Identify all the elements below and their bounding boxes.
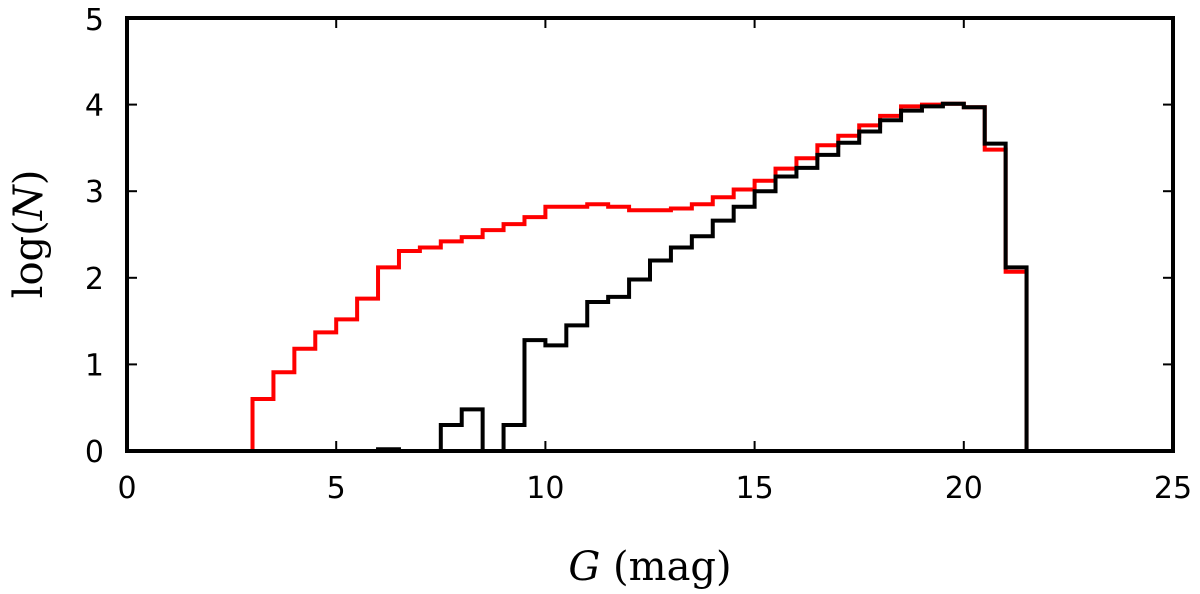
y-tick-label: 1 (85, 348, 104, 383)
x-axis-label: G (mag) (568, 544, 731, 590)
y-tick-label: 3 (85, 175, 104, 210)
x-tick-label: 20 (945, 471, 983, 506)
x-tick-label: 15 (736, 471, 774, 506)
y-tick-label: 2 (85, 262, 104, 297)
x-tick-label: 5 (327, 471, 346, 506)
y-axis-label: log(N) (6, 170, 52, 299)
x-tick-label: 0 (117, 471, 136, 506)
ticks-layer: 0 5 10 15 20 25 0 1 2 3 4 5 (85, 3, 1192, 506)
series-0-step-line (250, 101, 1029, 451)
y-tick-label: 4 (85, 89, 104, 124)
x-tick-label: 10 (526, 471, 564, 506)
y-tick-label: 0 (85, 435, 104, 470)
plot-frame (125, 16, 1175, 453)
series-1-step-line (376, 101, 1029, 453)
x-tick-label: 25 (1154, 471, 1192, 506)
y-tick-label: 5 (85, 3, 104, 38)
series-layer (250, 101, 1029, 453)
